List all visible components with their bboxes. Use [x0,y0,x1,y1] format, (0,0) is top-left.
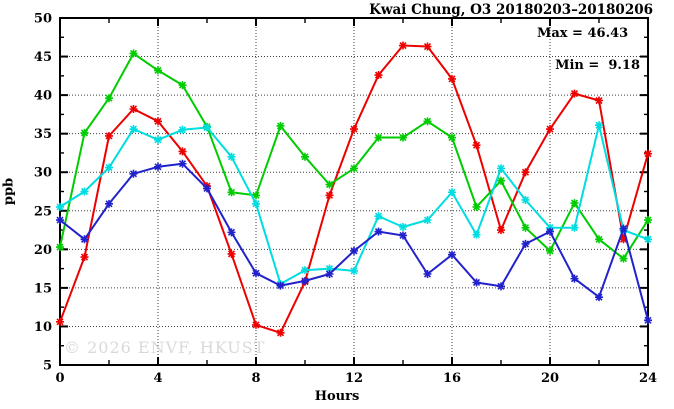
x-tick-label: 20 [541,371,559,386]
series-blue-line [59,162,649,322]
series-green-markers [56,49,652,263]
y-tick-label: 30 [34,166,52,181]
x-tick-label: 8 [251,371,260,386]
series-cyan-markers [56,121,652,289]
y-tick-label: 45 [34,50,52,65]
y-tick-label: 5 [43,359,52,374]
y-tick-label: 25 [34,204,52,219]
y-tick-label: 20 [34,243,52,258]
x-tick-label: 4 [153,371,162,386]
chart-title: Kwai Chung, O3 20180203–20180206 [369,2,653,18]
y-tick-label: 35 [34,127,52,142]
x-tick-label: 16 [443,371,461,386]
series-blue-markers [56,159,652,325]
y-tick-label: 50 [34,12,52,27]
chart-legend: Max = 46.43 Min = 9.18 [537,26,640,74]
legend-min-value: Min = 9.18 [555,58,640,73]
x-tick-label: 0 [55,371,64,386]
legend-max-value: Max = 46.43 [536,26,629,41]
plot-frame [59,17,649,366]
y-tick-label: 40 [34,89,52,104]
x-tick-label: 24 [639,371,657,386]
series-red-markers [56,41,652,337]
y-tick-label: 10 [34,320,52,335]
x-axis-label: Hours [314,389,360,404]
x-tick-label: 12 [345,371,363,386]
y-tick-label: 15 [34,281,52,296]
watermark: © 2026 ENVF, HKUST [64,338,266,357]
y-axis-label: ppb [1,177,17,206]
